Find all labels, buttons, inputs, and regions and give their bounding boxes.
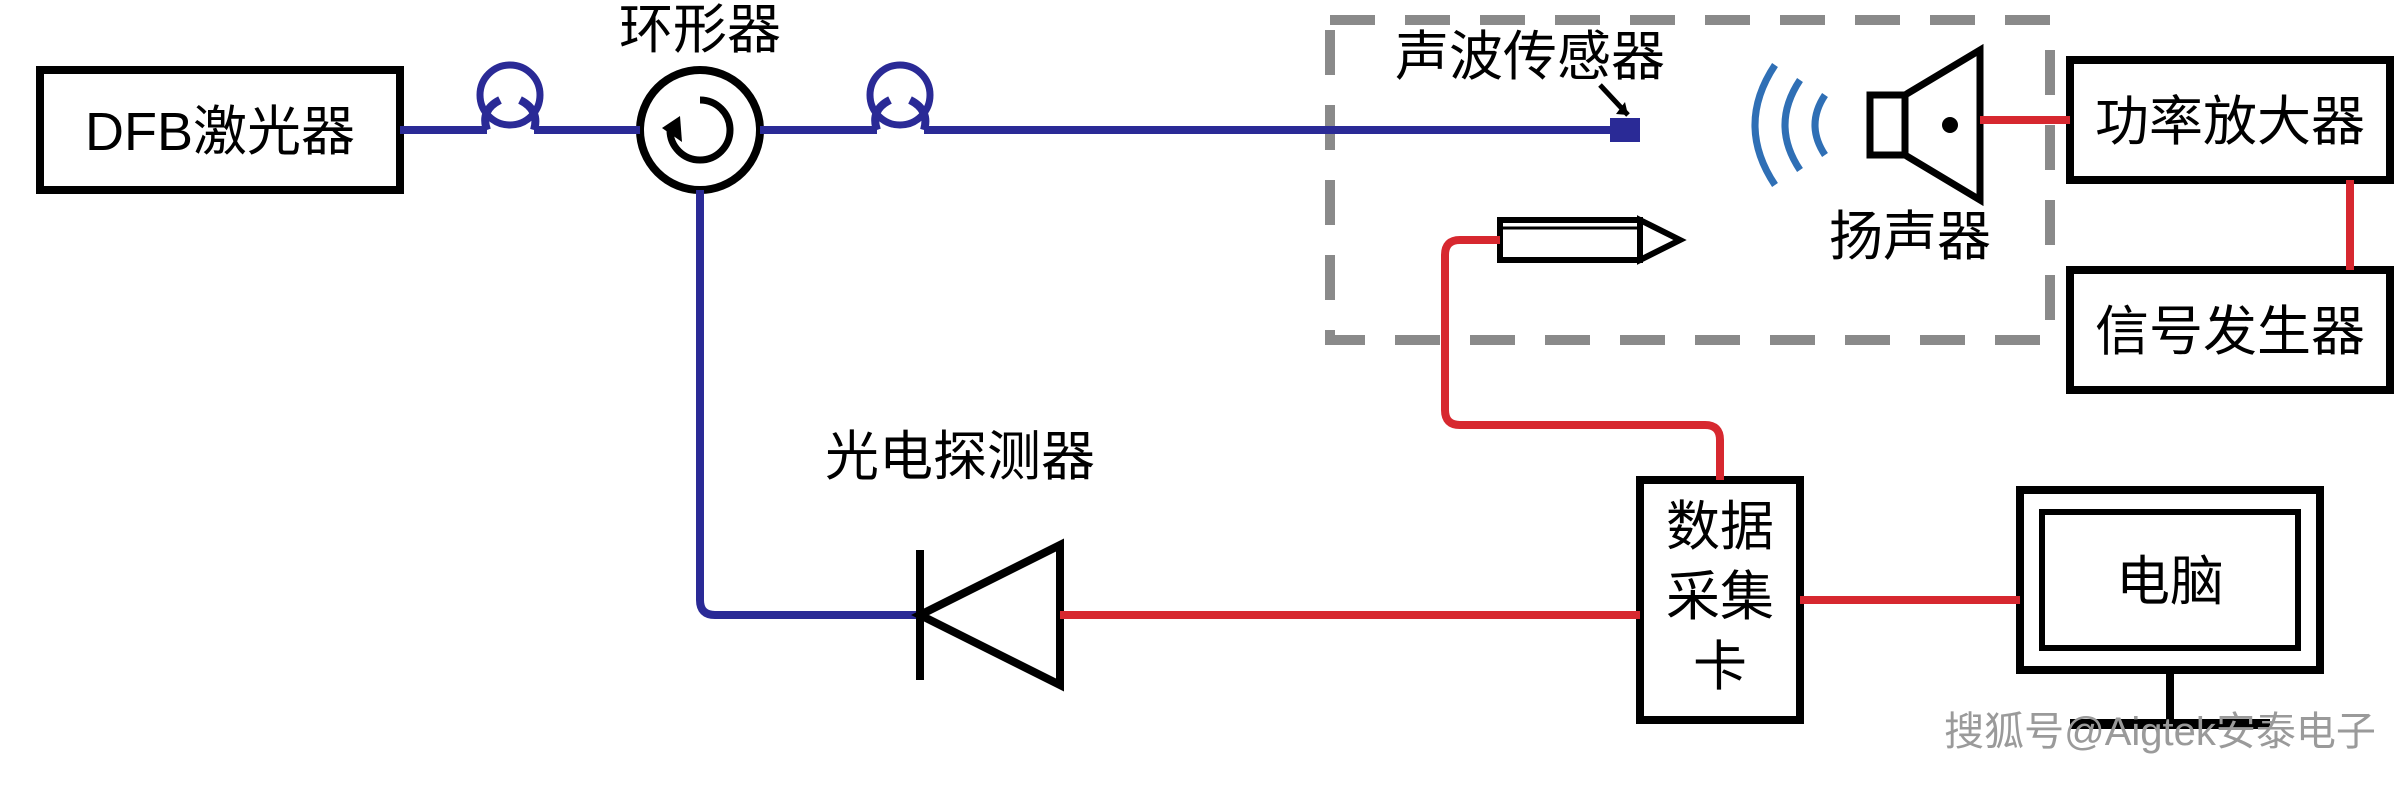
power-amplifier-label: 功率放大器 <box>2095 92 2365 152</box>
acoustic-sensor-label: 声波传感器 <box>1395 27 1665 87</box>
watermark-text: 搜狐号@Aigtek安泰电子 <box>1944 710 2376 754</box>
photodetector-label: 光电探测器 <box>825 427 1095 487</box>
sound-waves-icon <box>1755 65 1825 185</box>
dfb-laser-label: DFB激光器 <box>85 102 355 162</box>
circulator-label: 环形器 <box>619 0 781 60</box>
daq-card-label-2: 采集 <box>1666 567 1774 627</box>
signal-generator-box: 信号发生器 <box>2070 270 2390 390</box>
daq-card-label-1: 数据 <box>1666 497 1774 557</box>
diagram-canvas: DFB激光器 功率放大器 信号发生器 数据 采集 卡 电脑 环形器 <box>0 0 2408 790</box>
daq-card-label-3: 卡 <box>1693 637 1747 697</box>
speaker-label: 扬声器 <box>1829 207 1991 267</box>
power-amplifier-box: 功率放大器 <box>2070 60 2390 180</box>
daq-card-box: 数据 采集 卡 <box>1640 480 1800 720</box>
optical-lines <box>400 100 1640 615</box>
microphone-probe <box>1500 220 1680 260</box>
computer-label: 电脑 <box>2116 552 2224 612</box>
dfb-laser-box: DFB激光器 <box>40 70 400 190</box>
acoustic-sensor-label-group: 声波传感器 <box>1395 27 1665 115</box>
computer-monitor: 电脑 <box>2020 490 2320 724</box>
signal-generator-label: 信号发生器 <box>2095 302 2365 362</box>
speaker-symbol: 扬声器 <box>1829 50 1991 267</box>
circulator-symbol: 环形器 <box>619 0 781 190</box>
photodetector-symbol: 光电探测器 <box>825 427 1095 685</box>
